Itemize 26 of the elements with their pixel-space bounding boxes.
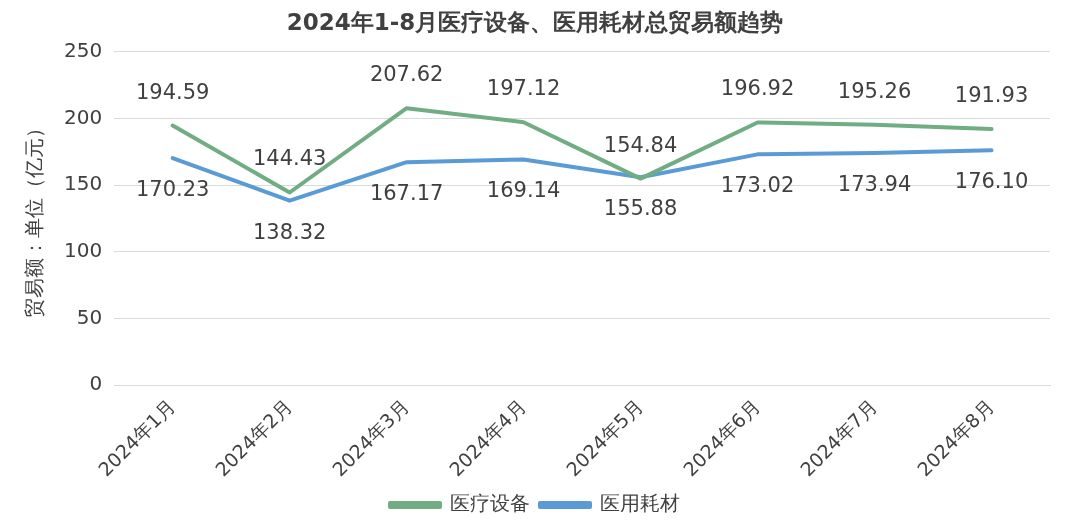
data-label: 154.84 — [603, 132, 678, 157]
y-tick-label: 150 — [63, 171, 103, 196]
y-axis-title: 贸易额：单位（亿元） — [22, 118, 47, 319]
chart-title: 2024年1-8月医疗设备、医用耗材总贸易额趋势 — [286, 8, 784, 35]
data-label: 167.17 — [369, 181, 444, 206]
data-label: 173.02 — [720, 173, 795, 198]
y-tick-label: 100 — [63, 238, 103, 262]
data-label: 197.12 — [486, 76, 561, 101]
data-label: 176.10 — [954, 169, 1029, 194]
data-label: 173.94 — [837, 172, 912, 197]
data-label: 194.59 — [135, 79, 210, 104]
data-label: 207.62 — [369, 62, 444, 87]
data-label: 170.23 — [135, 177, 210, 202]
data-label: 169.14 — [486, 178, 561, 203]
y-tick-label: 0 — [89, 371, 103, 396]
data-label: 195.26 — [837, 78, 912, 103]
legend-label: 医用耗材 — [600, 491, 680, 516]
data-label: 138.32 — [252, 219, 327, 244]
data-label: 155.88 — [603, 196, 678, 221]
y-tick-label: 200 — [63, 104, 103, 129]
data-label: 196.92 — [720, 76, 795, 101]
legend-label: 医疗设备 — [450, 491, 530, 516]
y-tick-label: 250 — [63, 37, 103, 62]
y-tick-label: 50 — [76, 304, 103, 329]
data-label: 191.93 — [954, 83, 1029, 108]
data-label: 144.43 — [252, 146, 327, 171]
